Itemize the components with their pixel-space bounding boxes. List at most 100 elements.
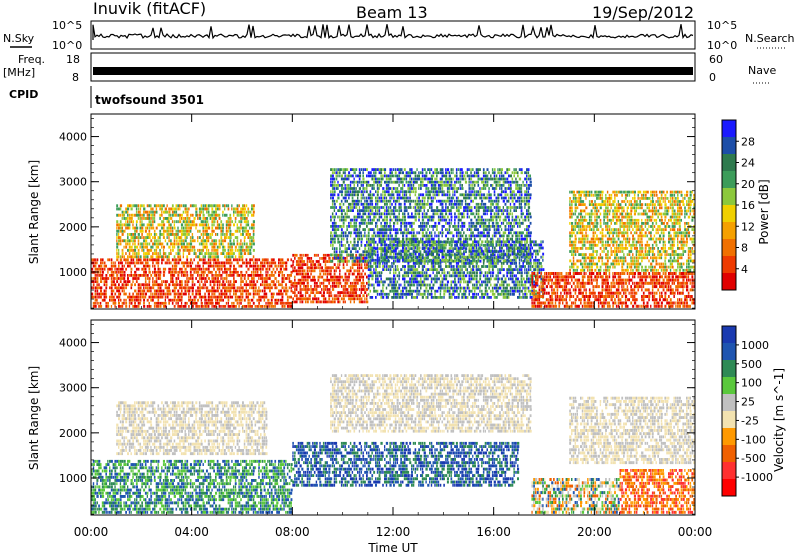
heatmap-cell — [448, 225, 451, 228]
heatmap-cell — [477, 202, 479, 206]
heatmap-cell — [211, 264, 214, 268]
heatmap-cell — [373, 258, 375, 262]
heatmap-cell — [517, 180, 519, 184]
heatmap-cell — [263, 286, 266, 290]
heatmap-cell — [206, 289, 208, 293]
heatmap-cell — [473, 237, 476, 241]
heatmap-cell — [376, 212, 379, 216]
heatmap-cell — [411, 187, 414, 190]
heatmap-cell — [170, 223, 172, 227]
heatmap-cell — [105, 305, 108, 308]
heatmap-cell — [130, 239, 132, 243]
heatmap-cell — [159, 305, 162, 308]
heatmap-cell — [346, 174, 349, 178]
heatmap-cell — [195, 210, 198, 214]
heatmap-cell — [349, 225, 352, 228]
heatmap-cell — [96, 261, 98, 265]
heatmap-cell — [421, 228, 424, 231]
heatmap-cell — [164, 280, 167, 283]
heatmap-cell — [403, 221, 406, 225]
heatmap-cell — [420, 184, 422, 187]
freq-tick-low: 8 — [72, 71, 79, 84]
heatmap-cell — [132, 204, 135, 208]
heatmap-cell — [331, 184, 334, 187]
heatmap-cell — [508, 234, 510, 238]
heatmap-cell — [265, 261, 268, 265]
heatmap-cell — [247, 292, 250, 296]
heatmap-cell — [159, 289, 162, 293]
heatmap-cell — [331, 240, 334, 244]
heatmap-cell — [328, 272, 331, 276]
heatmap-cell — [360, 244, 363, 247]
heatmap-cell — [236, 301, 238, 305]
heatmap-cell — [396, 237, 399, 241]
heatmap-cell — [198, 277, 201, 280]
heatmap-cell — [520, 202, 522, 206]
heatmap-cell — [166, 295, 169, 299]
heatmap-cell — [508, 237, 510, 241]
heatmap-cell — [371, 246, 374, 250]
heatmap-cell — [407, 240, 410, 244]
heatmap-cell — [143, 242, 145, 246]
heatmap-cell — [400, 225, 403, 228]
heatmap-cell — [112, 280, 115, 283]
heatmap-cell — [121, 274, 124, 277]
heatmap-cell — [153, 242, 156, 246]
heatmap-cell — [162, 233, 165, 236]
heatmap-cell — [207, 210, 210, 214]
heatmap-cell — [146, 305, 149, 308]
heatmap-cell — [152, 286, 155, 290]
heatmap-cell — [403, 190, 407, 194]
heatmap-cell — [445, 202, 447, 206]
heatmap-cell — [375, 171, 377, 175]
heatmap-cell — [249, 233, 251, 236]
heatmap-cell — [152, 245, 154, 249]
heatmap-cell — [373, 218, 375, 222]
heatmap-cell — [157, 292, 159, 296]
heatmap-cell — [211, 207, 214, 211]
heatmap-cell — [252, 226, 255, 230]
heatmap-cell — [509, 237, 512, 241]
heatmap-cell — [162, 204, 165, 208]
heatmap-cell — [418, 202, 420, 206]
heatmap-cell — [294, 291, 296, 294]
heatmap-cell — [100, 295, 102, 299]
heatmap-cell — [198, 217, 202, 220]
heatmap-cell — [207, 239, 210, 243]
heatmap-cell — [513, 209, 516, 212]
heatmap-cell — [509, 253, 512, 257]
heatmap-cell — [202, 242, 204, 246]
heatmap-cell — [441, 184, 443, 187]
heatmap-cell — [189, 270, 192, 274]
heatmap-cell — [380, 215, 383, 219]
heatmap-cell — [520, 234, 523, 238]
heatmap-cell — [527, 231, 530, 235]
heatmap-cell — [427, 199, 429, 203]
heatmap-cell — [128, 233, 131, 236]
heatmap-cell — [452, 206, 455, 209]
heatmap-cell — [202, 295, 205, 299]
heatmap-cell — [123, 223, 126, 227]
heatmap-cell — [118, 261, 120, 265]
heatmap-cell — [119, 274, 122, 277]
heatmap-cell — [162, 289, 165, 293]
heatmap-cell — [313, 294, 316, 298]
heatmap-cell — [315, 297, 318, 301]
heatmap-cell — [238, 213, 240, 217]
heatmap-cell — [233, 233, 235, 236]
heatmap-cell — [164, 267, 167, 271]
heatmap-cell — [308, 275, 311, 279]
heatmap-cell — [227, 298, 230, 302]
heatmap-cell — [240, 226, 242, 230]
heatmap-cell — [225, 289, 228, 293]
heatmap-cell — [409, 180, 412, 184]
heatmap-cell — [189, 242, 193, 246]
heatmap-cell — [135, 305, 138, 308]
heatmap-cell — [258, 264, 260, 268]
heatmap-cell — [170, 217, 173, 220]
heatmap-cell — [128, 217, 131, 220]
heatmap-cell — [270, 305, 273, 308]
heatmap-cell — [490, 218, 493, 222]
heatmap-cell — [252, 280, 255, 283]
heatmap-cell — [448, 184, 451, 187]
